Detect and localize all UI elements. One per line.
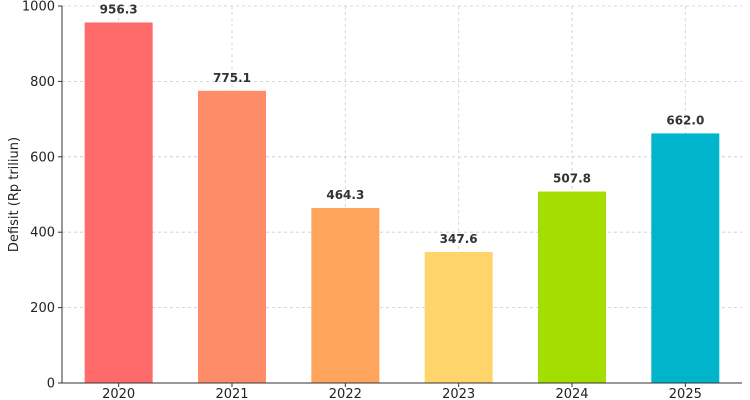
x-tick-label: 2024 xyxy=(555,387,588,400)
x-tick-label: 2021 xyxy=(215,387,248,400)
x-tick-label: 2023 xyxy=(442,387,475,400)
bar xyxy=(311,207,380,383)
data-labels: 956.3 775.1 464.3 347.6 507.8 662.0 xyxy=(100,2,705,245)
data-label: 956.3 xyxy=(100,2,138,16)
bars xyxy=(84,22,720,384)
x-tick-label: 2025 xyxy=(669,387,702,400)
data-label: 775.1 xyxy=(213,71,251,85)
bar xyxy=(538,191,606,383)
data-label: 507.8 xyxy=(553,172,591,186)
bar xyxy=(424,251,493,383)
bar xyxy=(198,90,266,384)
data-label: 464.3 xyxy=(326,188,364,202)
x-tick-label: 2020 xyxy=(102,387,135,400)
bar xyxy=(84,22,153,383)
y-tick-label: 400 xyxy=(30,226,55,241)
y-tick-label: 600 xyxy=(30,150,55,165)
y-tick-label: 800 xyxy=(30,75,55,90)
data-label: 347.6 xyxy=(440,232,478,246)
y-tick-label: 1000 xyxy=(22,0,55,15)
y-tick-label: 0 xyxy=(47,377,55,392)
grid xyxy=(62,5,742,384)
x-tick-label: 2022 xyxy=(329,387,362,400)
data-label: 662.0 xyxy=(666,113,704,127)
y-axis-label: Defisit (Rp triliun) xyxy=(7,137,22,252)
bar xyxy=(651,133,720,383)
y-tick-label: 200 xyxy=(30,301,55,316)
axes: 0 200 400 600 800 1000 2020 2021 2022 2023 2024 202… xyxy=(22,0,742,400)
